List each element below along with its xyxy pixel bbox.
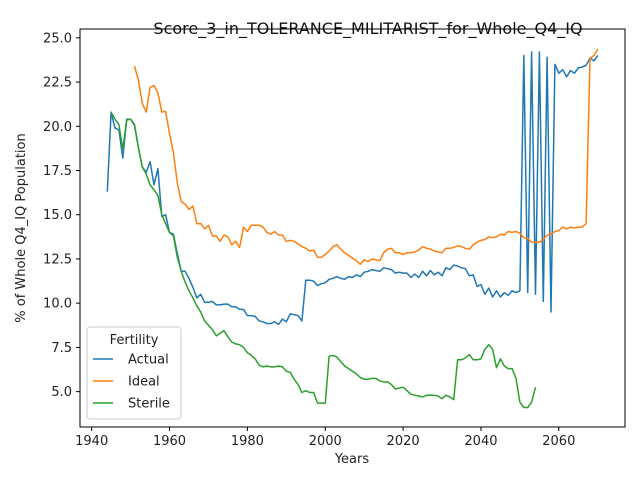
- legend-label-ideal: Ideal: [128, 375, 160, 390]
- y-tick-label: 22.5: [43, 76, 72, 91]
- x-tick-label: 1960: [153, 434, 186, 449]
- x-tick-label: 1980: [231, 434, 264, 449]
- legend-label-actual: Actual: [128, 353, 169, 368]
- y-tick-label: 10.0: [43, 297, 72, 312]
- y-tick-label: 17.5: [43, 164, 72, 179]
- y-tick-label: 7.5: [51, 341, 72, 356]
- series-line-ideal: [133, 48, 599, 266]
- legend: Fertility Actual Ideal Sterile: [86, 326, 182, 420]
- series-line-actual: [106, 51, 599, 326]
- y-tick-label: 15.0: [43, 208, 72, 223]
- x-tick-label: 2020: [387, 434, 420, 449]
- legend-title: Fertility: [110, 333, 159, 348]
- x-tick-label: 2040: [464, 434, 497, 449]
- legend-box: [86, 326, 182, 420]
- series-line-sterile: [110, 111, 537, 409]
- x-axis: 1940 1960 1980 2000 2020 2040 2060: [75, 427, 575, 449]
- y-tick-label: 25.0: [43, 31, 72, 46]
- legend-label-sterile: Sterile: [128, 397, 170, 412]
- x-tick-label: 1940: [75, 434, 108, 449]
- y-axis: 5.0 7.5 10.0 12.5 15.0 17.5 20.0 22.5 25.0: [43, 31, 80, 400]
- y-tick-label: 5.0: [51, 385, 72, 400]
- plot-frame: [79, 28, 626, 428]
- x-axis-title: Years: [334, 452, 370, 467]
- y-tick-label: 12.5: [43, 252, 72, 267]
- x-tick-label: 2000: [309, 434, 342, 449]
- y-tick-label: 20.0: [43, 120, 72, 135]
- plot-area: [106, 48, 599, 409]
- x-tick-label: 2060: [542, 434, 575, 449]
- y-axis-title: % of Whole Q4_IQ Population: [14, 133, 29, 322]
